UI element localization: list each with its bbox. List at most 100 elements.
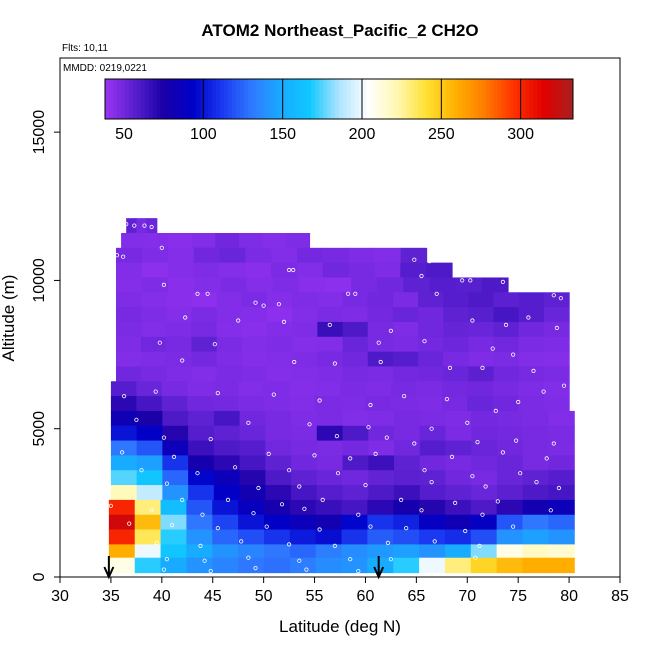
- observation-point: [198, 543, 203, 549]
- heatmap-cell: [110, 381, 137, 397]
- observation-point: [208, 568, 213, 574]
- colorbar-segment: [247, 79, 253, 119]
- heatmap-cell: [493, 321, 520, 338]
- heatmap-cell: [292, 307, 318, 323]
- colorbar-segment: [461, 79, 467, 119]
- heatmap-cell: [271, 247, 298, 264]
- heatmap-cell: [238, 544, 265, 560]
- x-tick-label: 80: [560, 588, 578, 605]
- observation-point: [279, 502, 285, 507]
- heatmap-cell: [160, 557, 188, 574]
- observation-point: [286, 468, 292, 473]
- heatmap-cell: [121, 232, 146, 249]
- heatmap-cell: [548, 470, 575, 486]
- heatmap-cell: [110, 425, 138, 442]
- observation-point: [180, 497, 185, 502]
- heatmap-cell: [168, 232, 193, 249]
- observation-point: [317, 398, 322, 403]
- colorbar-segment: [299, 79, 304, 119]
- heatmap-cell: [467, 396, 494, 412]
- colorbar-segment: [529, 79, 534, 119]
- heatmap-cell: [419, 544, 446, 560]
- colorbar-tick-label: 250: [428, 126, 455, 143]
- heatmap-cell: [136, 396, 163, 412]
- observation-point: [447, 365, 453, 370]
- heatmap-cell: [518, 351, 545, 368]
- heatmap-cell: [390, 396, 417, 412]
- heatmap-cell: [116, 292, 142, 308]
- observation-point: [480, 365, 485, 370]
- observation-point: [500, 450, 505, 455]
- heatmap-cell: [267, 351, 293, 368]
- observation-point: [544, 456, 549, 461]
- colorbar-segment: [541, 79, 546, 119]
- colorbar-segment: [358, 79, 364, 119]
- colorbar-segment: [251, 79, 257, 119]
- colorbar-segment: [180, 79, 185, 119]
- heatmap-cell: [444, 499, 472, 516]
- heatmap-cell: [108, 499, 136, 516]
- observation-point: [149, 224, 154, 230]
- heatmap-cell: [239, 425, 266, 442]
- colorbar-segment: [160, 79, 165, 119]
- heatmap-cell: [160, 544, 188, 560]
- heatmap-cell: [110, 410, 138, 427]
- heatmap-cell: [322, 262, 350, 279]
- observation-point: [317, 527, 322, 532]
- heatmap-cell: [241, 351, 268, 368]
- heatmap-cell: [548, 499, 575, 516]
- heatmap-cell: [455, 277, 483, 293]
- heatmap-cell: [518, 321, 545, 338]
- heatmap-cell: [166, 321, 193, 338]
- heatmap-cell: [493, 307, 520, 323]
- colorbar-segment: [426, 79, 431, 119]
- colorbar-segment: [220, 79, 225, 119]
- heatmap-cell: [116, 277, 143, 293]
- colorbar-segment: [275, 79, 281, 119]
- heatmap-cell: [241, 336, 268, 353]
- heatmap-cell: [543, 366, 570, 382]
- heatmap-cell: [543, 292, 570, 308]
- colorbar-segment: [144, 79, 150, 119]
- observation-point: [422, 339, 427, 344]
- heatmap-cell: [548, 514, 575, 531]
- heatmap-cell: [116, 247, 143, 264]
- heatmap-cell: [191, 292, 218, 308]
- heatmap-cell: [162, 440, 189, 457]
- observation-point: [297, 558, 302, 563]
- colorbar-segment: [434, 79, 439, 119]
- observation-point: [261, 303, 266, 308]
- observation-point: [215, 390, 220, 396]
- heatmap-cell: [110, 470, 138, 486]
- observation-point: [320, 497, 325, 502]
- colorbar-segment: [231, 79, 237, 119]
- colorbar-segment: [533, 79, 538, 119]
- colorbar-segment: [442, 79, 447, 119]
- heatmap-cell: [419, 514, 446, 531]
- heatmap-cell: [110, 485, 138, 501]
- x-tick-label: 30: [51, 588, 69, 605]
- colorbar-segment: [438, 79, 443, 119]
- heatmap-cell: [136, 485, 163, 501]
- heatmap-cell: [443, 307, 469, 323]
- colorbar-segment: [362, 79, 368, 119]
- heatmap-cell: [212, 544, 239, 560]
- colorbar-segment: [394, 79, 399, 119]
- observation-point: [164, 481, 169, 486]
- observation-point: [332, 361, 337, 366]
- heatmap-cell: [496, 470, 524, 486]
- colorbar-segment: [454, 79, 459, 119]
- heatmap-cell: [292, 321, 318, 338]
- heatmap-cell: [492, 381, 519, 397]
- colorbar-segment: [477, 79, 483, 119]
- observation-point: [122, 393, 127, 399]
- colorbar-segment: [481, 79, 487, 119]
- observation-point: [180, 358, 185, 363]
- observation-point: [253, 300, 258, 305]
- observation-point: [534, 479, 539, 485]
- heatmap-cell: [367, 336, 394, 353]
- heatmap-cell: [108, 557, 136, 574]
- heatmap-cell: [419, 425, 447, 442]
- observation-point: [558, 296, 564, 301]
- y-axis-label: Altitude (m): [0, 275, 18, 362]
